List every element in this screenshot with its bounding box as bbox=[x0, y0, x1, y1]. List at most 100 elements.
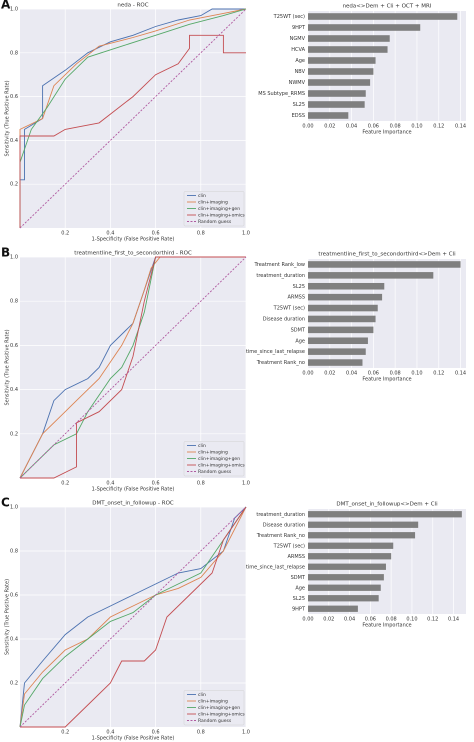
y-tick-label: 0.4 bbox=[10, 138, 18, 144]
legend-label: clin bbox=[198, 443, 206, 449]
legend-label: clin+imaging+omics bbox=[198, 213, 245, 219]
legend-label: clin bbox=[198, 692, 206, 698]
bar bbox=[308, 24, 421, 31]
category-label: Treatment Rank_no bbox=[256, 360, 305, 366]
x-tick-label: 0.2 bbox=[61, 481, 69, 487]
legend-label: clin+imaging+omics bbox=[198, 712, 245, 718]
y-tick-label: 1.0 bbox=[10, 7, 18, 13]
category-label: EDSS bbox=[292, 113, 305, 119]
chart-title: neda - ROC bbox=[117, 3, 148, 9]
legend-label: clin+imaging bbox=[198, 450, 228, 456]
bar bbox=[308, 35, 390, 42]
legend-label: Random guess bbox=[198, 219, 232, 225]
x-axis-label: Feature Importance bbox=[362, 623, 411, 629]
x-tick-label: 1.0 bbox=[242, 730, 250, 736]
category-label: T25WT (sec) bbox=[273, 14, 305, 20]
category-label: Disease duration bbox=[263, 316, 305, 322]
y-tick-label: 0.2 bbox=[10, 681, 18, 687]
roc-line bbox=[19, 506, 247, 728]
x-tick-label: 0.4 bbox=[106, 231, 114, 237]
category-label: Age bbox=[295, 58, 305, 64]
category-label: NBV bbox=[295, 69, 306, 75]
category-label: Disease duration bbox=[263, 522, 305, 528]
y-tick-label: 0.4 bbox=[10, 387, 18, 393]
category-label: NGMV bbox=[290, 36, 306, 42]
legend-label: clin bbox=[198, 193, 206, 199]
category-label: MS Subtype_RRMS bbox=[258, 91, 305, 97]
bar bbox=[308, 542, 394, 549]
y-tick-label: 0.6 bbox=[10, 593, 18, 599]
x-tick-label: 0.14 bbox=[448, 617, 459, 623]
bar bbox=[308, 13, 458, 20]
y-tick-label: 0.8 bbox=[10, 549, 18, 555]
bar bbox=[308, 337, 368, 345]
bar bbox=[308, 511, 462, 518]
category-label: time_since_last_relapse bbox=[246, 349, 305, 355]
category-label: time_since_last_relapse bbox=[246, 564, 305, 570]
bar bbox=[308, 46, 388, 53]
roc-line bbox=[19, 506, 247, 728]
legend-label: Random guess bbox=[198, 469, 232, 475]
bar bbox=[308, 272, 434, 279]
x-tick-label: 0.02 bbox=[324, 124, 335, 130]
legend-label: clin+imaging+omics bbox=[198, 463, 245, 469]
category-label: SL25 bbox=[293, 596, 305, 602]
category-label: ARMSS bbox=[287, 295, 305, 301]
category-label: treatment_duration bbox=[256, 512, 305, 518]
bar bbox=[308, 584, 381, 591]
category-label: 9HPT bbox=[292, 606, 306, 612]
y-axis-label: Sensitivity (True Positive Rate) bbox=[5, 329, 11, 405]
y-tick-label: 0.4 bbox=[10, 637, 18, 643]
bar bbox=[308, 112, 349, 119]
x-tick-label: 0.8 bbox=[197, 730, 205, 736]
y-tick-label: 1.0 bbox=[10, 255, 18, 261]
bar bbox=[308, 553, 392, 560]
legend-label: clin+imaging bbox=[198, 200, 228, 206]
x-tick-label: 0.04 bbox=[344, 617, 355, 623]
category-label: HCVA bbox=[291, 47, 305, 53]
category-label: SDMT bbox=[291, 327, 306, 333]
y-tick-label: 0.2 bbox=[10, 182, 18, 188]
bar bbox=[308, 605, 358, 612]
roc-line bbox=[19, 506, 247, 728]
x-axis-label: 1-Specificity (False Positive Rate) bbox=[92, 487, 175, 493]
x-tick-label: 0.00 bbox=[302, 371, 313, 377]
category-label: Age bbox=[295, 338, 305, 344]
bar bbox=[308, 359, 363, 366]
x-axis-label: 1-Specificity (False Positive Rate) bbox=[92, 237, 175, 243]
x-tick-label: 0.04 bbox=[346, 124, 357, 130]
bar bbox=[308, 68, 374, 75]
category-label: Age bbox=[295, 585, 305, 591]
chart-title: treatmentline_first_to_secondorthird - R… bbox=[74, 251, 192, 257]
x-tick-label: 0.2 bbox=[61, 730, 69, 736]
roc-line bbox=[19, 8, 247, 228]
x-tick-label: 0.08 bbox=[386, 617, 397, 623]
bar bbox=[308, 57, 376, 64]
x-tick-label: 0.4 bbox=[106, 730, 114, 736]
x-tick-label: 0.10 bbox=[411, 124, 422, 130]
x-tick-label: 0.08 bbox=[390, 371, 401, 377]
x-axis-label: Feature Importance bbox=[362, 130, 411, 136]
x-tick-label: 0.8 bbox=[197, 231, 205, 237]
category-label: T25WT (sec) bbox=[273, 306, 305, 312]
x-tick-label: 0.06 bbox=[365, 617, 376, 623]
bar bbox=[308, 563, 386, 570]
x-tick-label: 0.12 bbox=[433, 371, 444, 377]
x-tick-label: 0.12 bbox=[433, 124, 444, 130]
panel-label: B bbox=[1, 246, 10, 260]
panel-label: C bbox=[1, 496, 10, 510]
category-label: 9HPT bbox=[292, 25, 306, 31]
bar bbox=[308, 261, 461, 268]
category-label: Treatment Rank_low bbox=[253, 262, 305, 268]
roc-line bbox=[19, 8, 247, 228]
category-label: treatment_duration bbox=[256, 273, 305, 279]
roc-line bbox=[19, 34, 246, 228]
roc-line bbox=[20, 506, 247, 728]
category-label: T25WT (sec) bbox=[273, 543, 305, 549]
bar bbox=[308, 326, 374, 334]
panel-label: A bbox=[1, 0, 11, 12]
bar bbox=[308, 79, 371, 86]
legend-box bbox=[183, 191, 245, 227]
category-label: SL25 bbox=[293, 102, 305, 108]
